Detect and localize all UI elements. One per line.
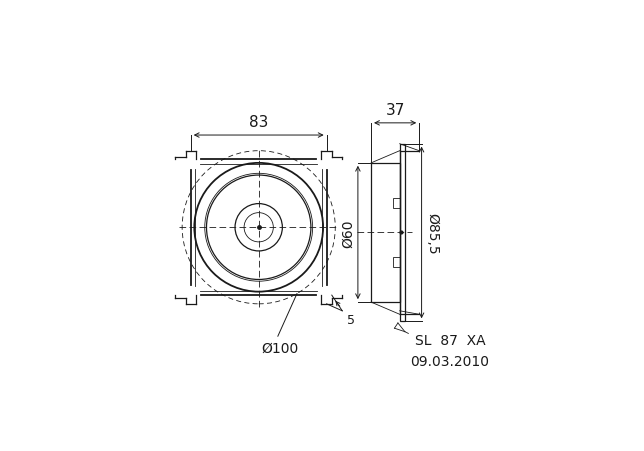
Text: Ø100: Ø100 [261, 341, 298, 354]
Bar [371, 164, 400, 303]
Text: 37: 37 [386, 102, 405, 117]
Text: 83: 83 [249, 115, 269, 129]
Text: 09.03.2010: 09.03.2010 [411, 354, 489, 368]
Text: 5: 5 [346, 313, 355, 326]
Text: Ø60: Ø60 [341, 219, 355, 247]
Bar [393, 198, 400, 208]
Text: SL  87  XA: SL 87 XA [415, 334, 486, 348]
Bar [393, 258, 400, 267]
Bar [400, 144, 405, 322]
Text: Ø85,5: Ø85,5 [425, 212, 439, 254]
